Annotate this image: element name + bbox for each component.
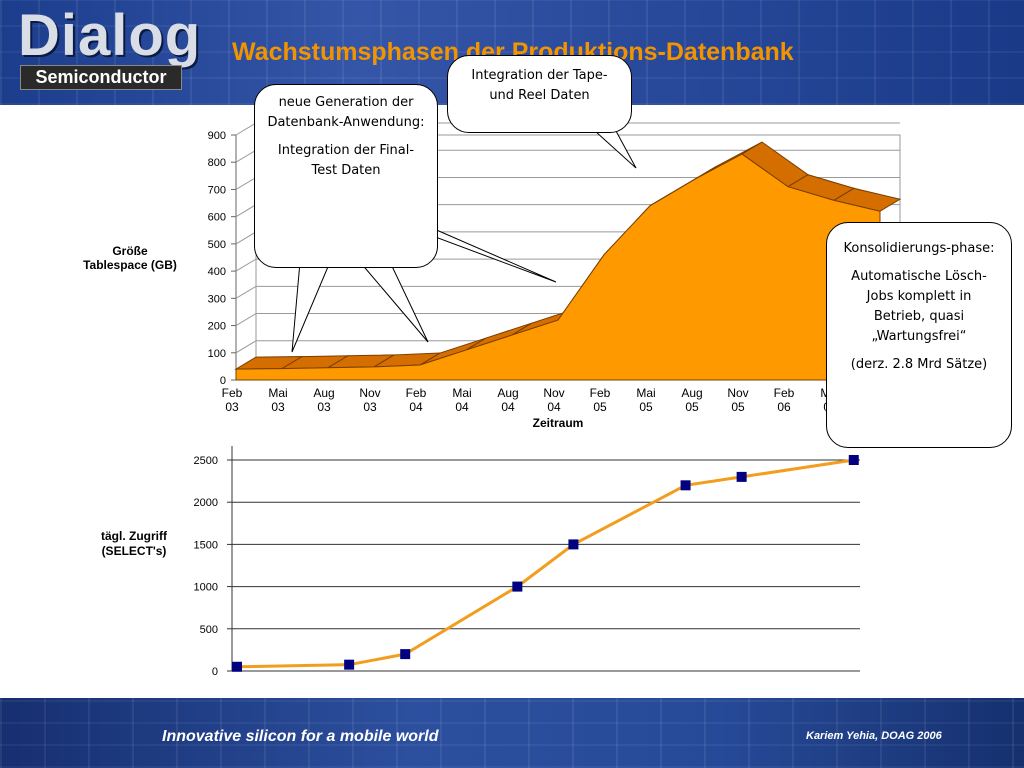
area-x-tick-label-year: 04: [547, 400, 561, 414]
line-point: [736, 471, 747, 482]
area-gridline-side: [235, 204, 257, 218]
logo-sub-text: Semiconductor: [20, 65, 182, 90]
header-banner: Dialog Semiconductor: [0, 0, 1024, 105]
logo-main-text: Dialog: [18, 3, 202, 68]
line-y-axis-title-line-2: (SELECT's): [102, 544, 167, 558]
area-y-axis-title-line-2: Tablespace (GB): [83, 258, 177, 272]
area-x-tick-label-year: 03: [317, 400, 331, 414]
area-y-axis-title-line-1: Größe: [112, 244, 148, 258]
area-gridline-side: [235, 258, 257, 272]
area-x-tick-label-month: Feb: [590, 386, 611, 400]
line-y-tick-label: 2500: [194, 455, 218, 467]
area-y-tick-label: 200: [208, 321, 226, 333]
footer-banner: Innovative silicon for a mobile world Ka…: [0, 698, 1024, 768]
callout-consolidation-line-2: Automatische Lösch-Jobs komplett in Betr…: [851, 269, 987, 344]
callout-consolidation-line-1: Konsolidierungs-phase:: [843, 241, 995, 256]
area-x-tick-label-month: Nov: [543, 386, 564, 400]
area-x-tick-label-month: Aug: [497, 386, 518, 400]
area-y-tick-label: 800: [208, 157, 226, 169]
area-y-tick-label: 300: [208, 293, 226, 305]
area-x-tick-label-year: 05: [685, 400, 699, 414]
callout-tape-reel-line-1: Integration der Tape- und Reel Daten: [471, 68, 608, 103]
area-x-tick-label-year: 03: [363, 400, 377, 414]
footer-credit: Kariem Yehia, DOAG 2006: [806, 730, 942, 742]
area-x-tick-label-month: Aug: [313, 386, 334, 400]
line-y-tick-label: 1500: [194, 539, 218, 551]
area-x-tick-label-month: Nov: [359, 386, 380, 400]
area-gridline-side: [235, 149, 257, 163]
area-x-tick-label-year: 03: [271, 400, 285, 414]
area-y-tick-label: 600: [208, 212, 226, 224]
area-y-tick-label: 400: [208, 266, 226, 278]
line-point: [512, 581, 523, 592]
area-x-tick-label-month: Mai: [636, 386, 655, 400]
area-x-axis-title: Zeitraum: [533, 416, 584, 430]
line-point: [400, 649, 411, 660]
area-x-tick-label-month: Feb: [774, 386, 795, 400]
area-x-tick-label-year: 05: [639, 400, 653, 414]
line-point: [848, 455, 859, 465]
area-y-tick-label: 100: [208, 348, 226, 360]
line-series: [236, 458, 854, 669]
area-y-tick-label: 900: [208, 130, 226, 142]
callout-consolidation: Konsolidierungs-phase: Automatische Lösc…: [826, 222, 1012, 448]
line-point: [344, 659, 355, 670]
footer-circuit-pattern: [0, 698, 1024, 768]
area-gridline-side: [235, 313, 257, 326]
area-gridline-side: [235, 285, 257, 299]
area-front-face: [235, 153, 881, 381]
callout-new-generation-line-2: Integration der Final-Test Daten: [277, 143, 415, 178]
callout-tape-reel: Integration der Tape- und Reel Daten: [447, 55, 632, 133]
callout-consolidation-line-3: (derz. 2.8 Mrd Sätze): [850, 357, 988, 372]
area-x-tick-label-month: Feb: [222, 386, 243, 400]
area-x-tick-label-month: Mai: [452, 386, 471, 400]
line-y-tick-label: 500: [200, 624, 218, 636]
area-x-tick-label-month: Feb: [406, 386, 427, 400]
line-y-axis-title-line-1: tägl. Zugriff: [101, 529, 168, 543]
area-gridline-side: [235, 177, 257, 190]
area-x-tick-label-month: Aug: [681, 386, 702, 400]
area-x-tick-label-year: 06: [777, 400, 791, 414]
area-y-tick-label: 0: [220, 375, 226, 387]
area-x-tick-label-year: 05: [731, 400, 745, 414]
line-point: [232, 661, 242, 672]
line-y-tick-label: 0: [212, 666, 218, 678]
callout-new-generation: neue Generation der Datenbank-Anwendung:…: [254, 84, 438, 268]
footer-tagline: Innovative silicon for a mobile world: [162, 728, 439, 745]
area-gridline-side: [235, 231, 257, 245]
line-point: [680, 480, 691, 491]
area-gridline-side: [235, 122, 257, 136]
area-gridline-side: [235, 340, 257, 354]
line-point: [568, 539, 579, 550]
line-y-tick-label: 2000: [194, 497, 218, 509]
area-y-tick-label: 700: [208, 184, 226, 196]
area-x-tick-label-month: Nov: [727, 386, 748, 400]
area-x-tick-label-month: Mai: [268, 386, 287, 400]
area-x-tick-label-year: 05: [593, 400, 607, 414]
area-x-tick-label-year: 03: [225, 400, 239, 414]
area-x-tick-label-year: 04: [501, 400, 515, 414]
area-x-tick-label-year: 04: [455, 400, 469, 414]
area-x-tick-label-year: 04: [409, 400, 423, 414]
area-y-tick-label: 500: [208, 239, 226, 251]
line-y-tick-label: 1000: [194, 582, 218, 594]
callout-new-generation-line-1: neue Generation der Datenbank-Anwendung:: [267, 95, 425, 130]
